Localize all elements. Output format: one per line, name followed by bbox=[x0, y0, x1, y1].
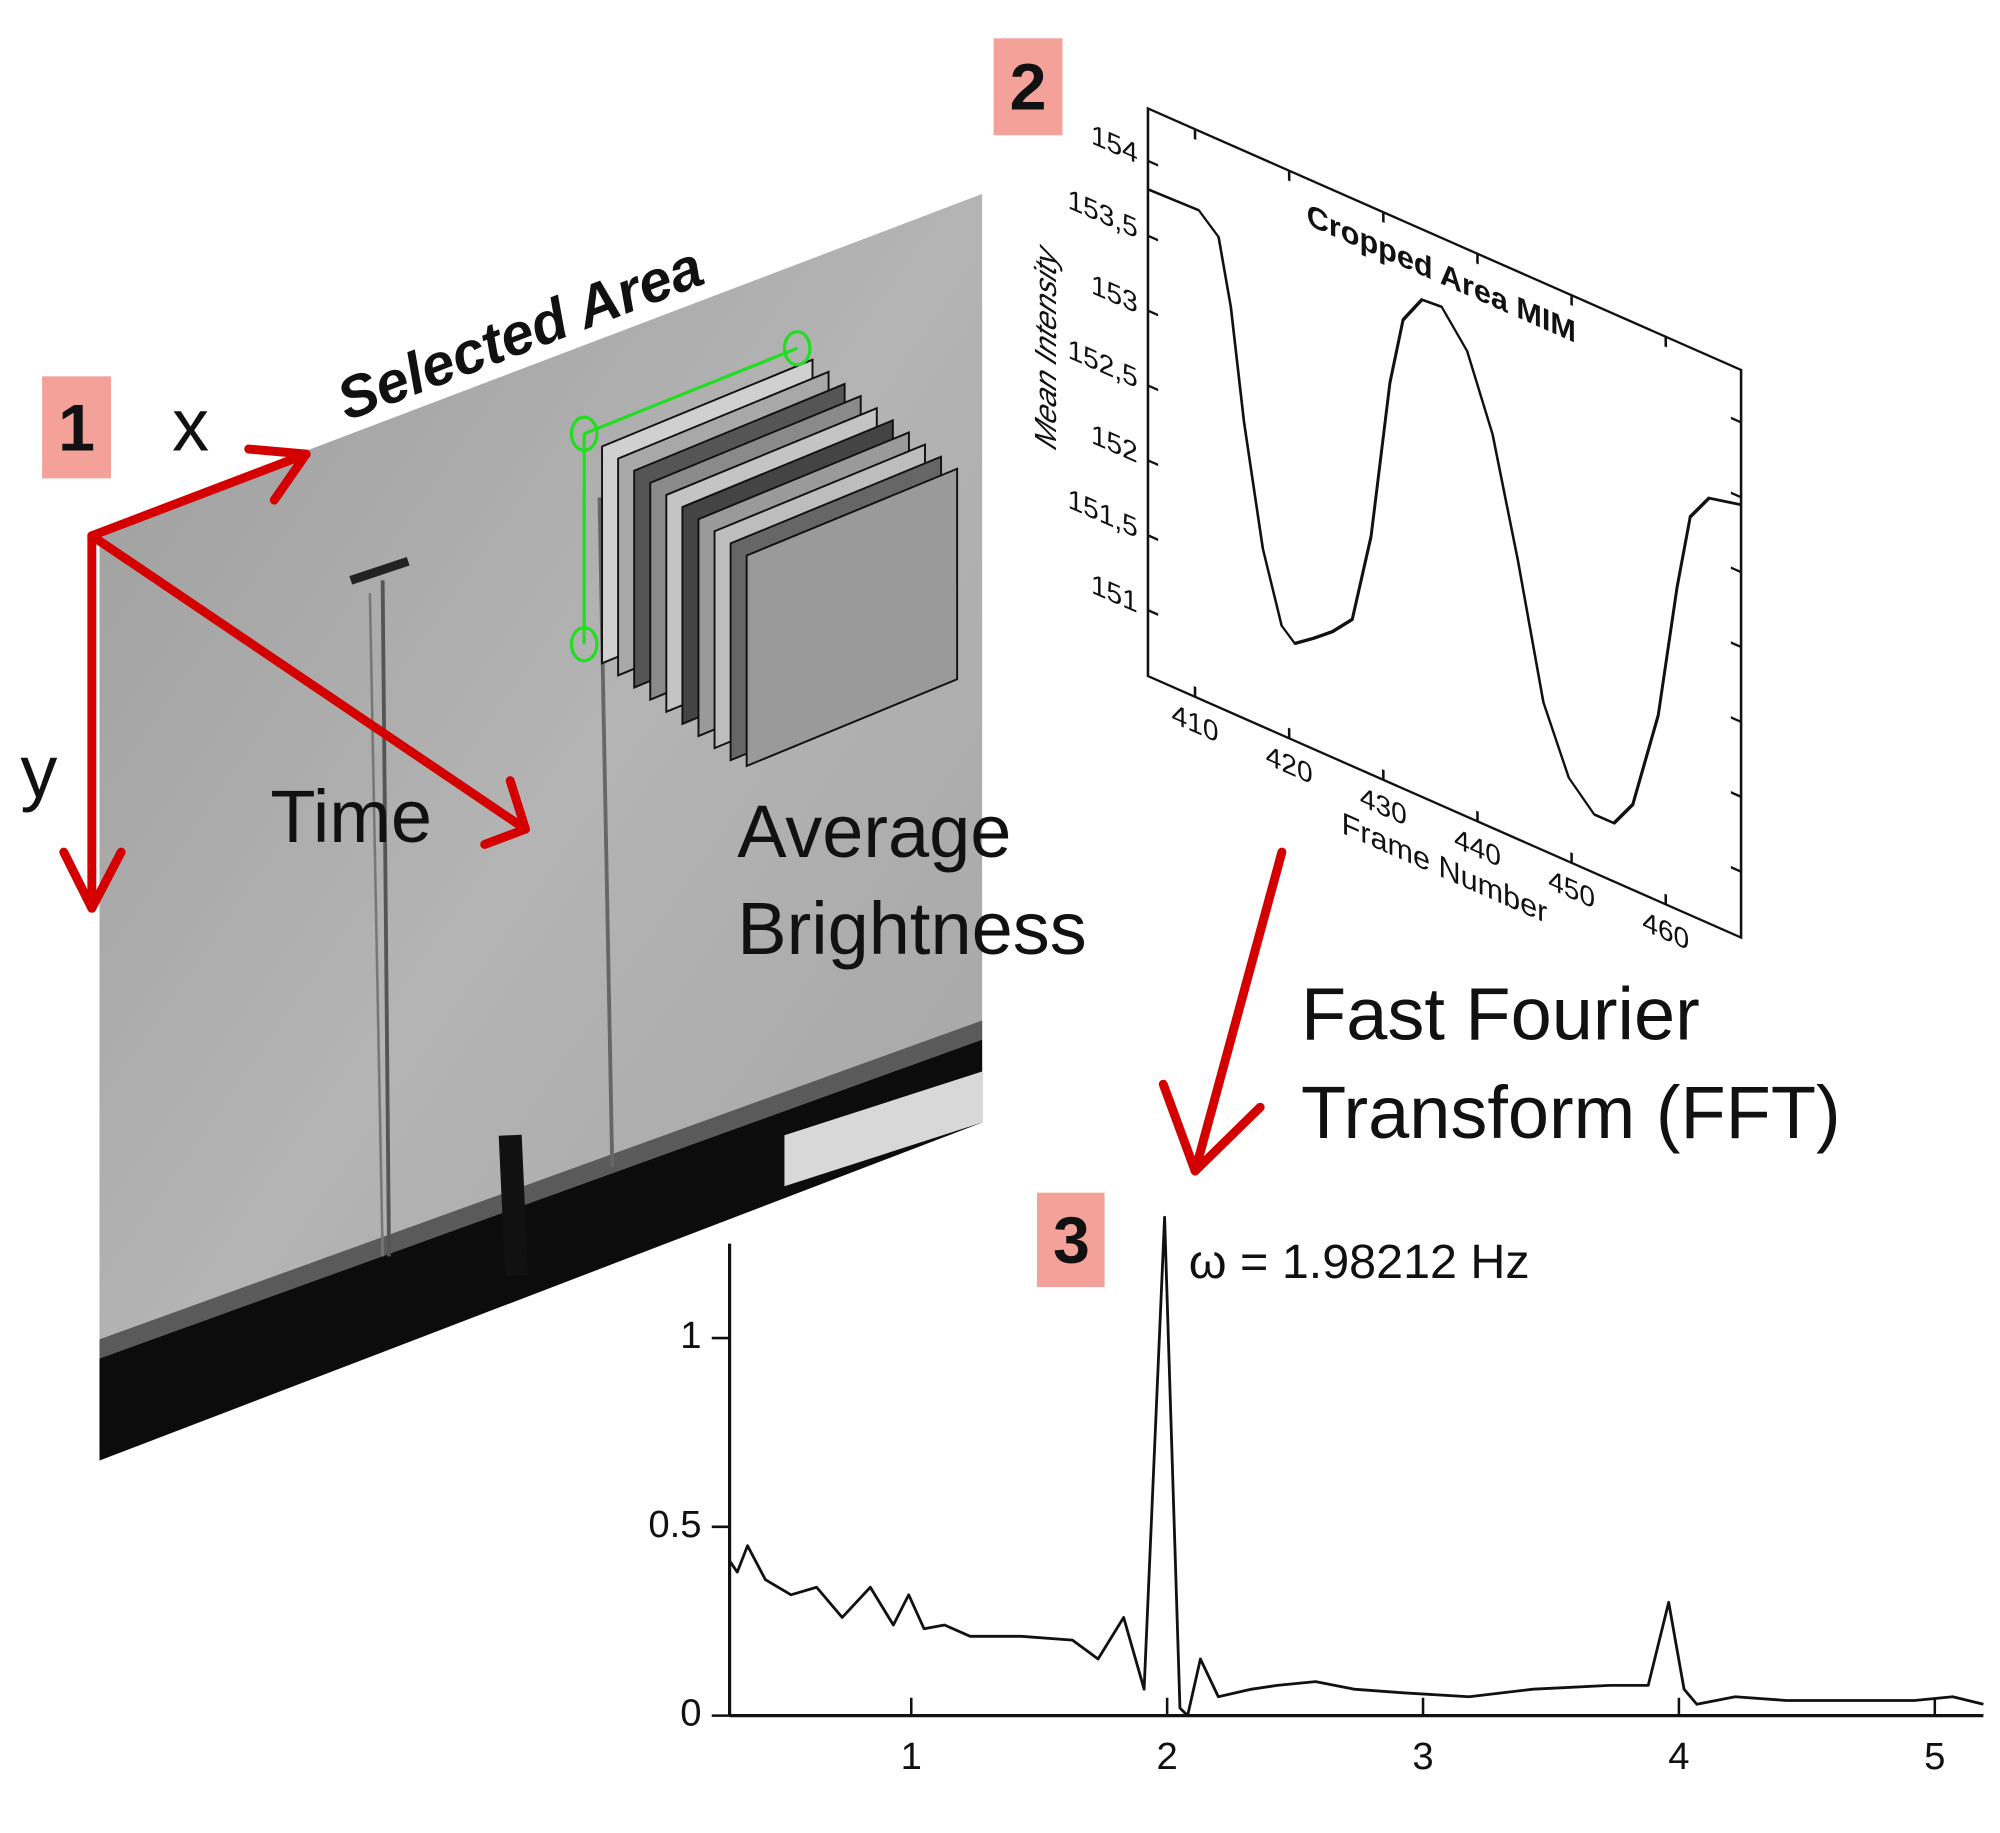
plot-frame bbox=[1146, 106, 1743, 940]
y-tick bbox=[1730, 791, 1742, 799]
data-line bbox=[728, 1215, 1984, 1718]
y-tick bbox=[1730, 641, 1742, 649]
transform-label: Transform (FFT) bbox=[1301, 1071, 1841, 1154]
step-label: 3 bbox=[1053, 1204, 1090, 1278]
y-axis-title: Mean Intensity bbox=[1028, 238, 1062, 454]
y-tick bbox=[1147, 534, 1159, 542]
y-tick bbox=[1730, 566, 1742, 574]
step-badge bbox=[1036, 1192, 1105, 1288]
y-tick bbox=[1147, 159, 1159, 167]
time-label: Time bbox=[270, 775, 432, 858]
y-tick-label: 151 bbox=[1091, 568, 1138, 620]
data-line bbox=[1147, 187, 1742, 825]
y-tick bbox=[1147, 384, 1159, 392]
y-tick-label: 0.5 bbox=[648, 1503, 701, 1546]
y-tick bbox=[1730, 416, 1742, 424]
frame bbox=[745, 467, 959, 768]
y-tick-label: 153,5 bbox=[1068, 183, 1138, 245]
caption-line: Brightness bbox=[737, 887, 1086, 970]
y-tick bbox=[1730, 716, 1742, 724]
step-badge bbox=[993, 38, 1063, 136]
y-tick bbox=[1147, 309, 1159, 317]
x-axis-label: x bbox=[172, 383, 209, 466]
y-tick bbox=[1730, 865, 1742, 873]
peak-annotation: ω = 1.98212 Hz bbox=[1189, 1235, 1530, 1289]
y-tick bbox=[1730, 491, 1742, 499]
x-tick-label: 1 bbox=[901, 1735, 922, 1778]
red-arrows bbox=[59, 444, 1287, 1176]
y-tick bbox=[1147, 234, 1159, 242]
chart-title: Cropped Area MIM bbox=[1307, 197, 1576, 350]
fft-chart: 0 0.5 1 1 2 3 4 5 ω = 1.98212 Hz bbox=[648, 1215, 1984, 1778]
x-tick-label: 4 bbox=[1668, 1735, 1689, 1778]
y-tick-label: 151,5 bbox=[1068, 482, 1138, 544]
selection bbox=[569, 330, 812, 663]
frame-stack bbox=[601, 358, 959, 768]
transform-label: Fast Fourier bbox=[1301, 973, 1700, 1056]
y-tick-label: 154 bbox=[1091, 118, 1138, 170]
y-tick-label: 152 bbox=[1091, 418, 1138, 470]
intensity-chart: 151151,5152152,5153153,51544104204304404… bbox=[1028, 106, 1743, 957]
x-tick-label: 3 bbox=[1412, 1735, 1433, 1778]
y-tick-label: 1 bbox=[680, 1314, 701, 1357]
y-tick bbox=[1147, 459, 1159, 467]
caption-line: Average bbox=[737, 790, 1011, 873]
x-tick-label: 5 bbox=[1924, 1735, 1945, 1778]
step-badge bbox=[42, 376, 111, 479]
y-tick-label: 153 bbox=[1091, 268, 1138, 320]
x-axis-title: Frame Number bbox=[1342, 805, 1548, 930]
y-tick bbox=[1147, 608, 1159, 616]
y-axis-label: y bbox=[20, 730, 57, 813]
x-tick-label: 2 bbox=[1157, 1735, 1178, 1778]
step-label: 2 bbox=[1010, 51, 1047, 125]
step-label: 1 bbox=[58, 391, 95, 465]
y-tick-label: 0 bbox=[680, 1692, 701, 1735]
y-tick-label: 152,5 bbox=[1068, 333, 1138, 395]
